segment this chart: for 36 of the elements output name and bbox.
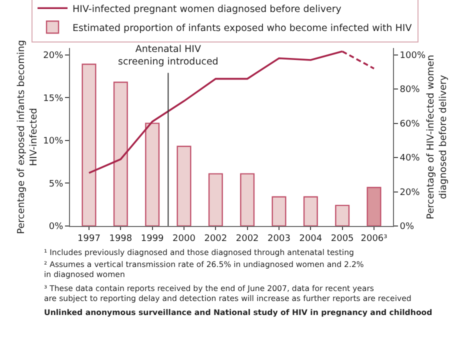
bar	[272, 196, 286, 226]
y-tick-label: 5%	[48, 179, 64, 190]
y2-tick-label: 100%	[400, 51, 426, 61]
x-tick-label: 2006³	[360, 234, 388, 244]
y-axis-title: Percentage of exposed infants becoming HIV-infected	[16, 40, 40, 234]
y2-axis-title: Percentage of HIV-infected women diagnosed before delivery	[426, 54, 449, 220]
bar	[113, 82, 128, 226]
bar	[335, 204, 350, 226]
y-tick-label: 0%	[48, 222, 64, 232]
y-tick-label: 20%	[43, 51, 64, 61]
legend-label: HIV-infected pregnant women diagnosed before delivery	[72, 4, 342, 15]
bar	[82, 64, 96, 226]
y2-tick-label: 60%	[400, 119, 420, 130]
x-tick-label: 2002	[204, 234, 228, 244]
bar	[145, 122, 160, 226]
x-tick-label: 1997	[78, 234, 100, 244]
bar	[208, 173, 223, 226]
x-tick-label: 2004	[299, 234, 322, 244]
legend-label: Estimated proportion of infants exposed who become infected with HIV	[72, 22, 412, 34]
y2-tick-label: 20%	[400, 188, 420, 198]
y-tick-label: 10%	[43, 136, 64, 147]
x-tick-label: 2003	[268, 234, 290, 244]
bar	[240, 173, 255, 226]
y-tick-label: 15%	[43, 94, 64, 104]
y2-tick-label: 80%	[400, 85, 420, 96]
x-tick-label: 1998	[109, 234, 132, 244]
x-tick-label: 1999	[140, 234, 164, 244]
bar	[366, 186, 382, 226]
x-tick-label: 2000	[172, 234, 196, 244]
annotation: Antenatal HIV screening introduced	[118, 44, 218, 68]
x-tick-label: 2002	[236, 234, 259, 244]
bar	[303, 196, 318, 226]
y2-tick-label: 40%	[400, 154, 420, 164]
bar	[176, 146, 192, 226]
x-tick-label: 2005	[330, 234, 354, 244]
y2-tick-label: 0%	[400, 222, 415, 232]
